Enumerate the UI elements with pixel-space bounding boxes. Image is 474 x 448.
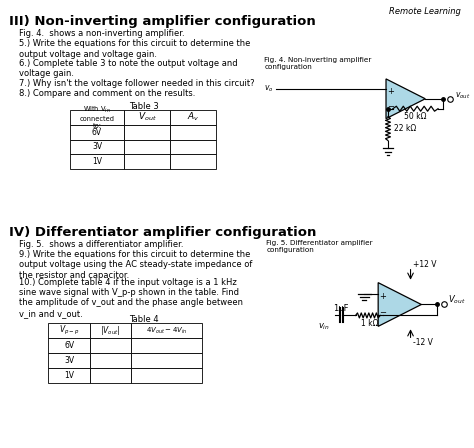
Polygon shape	[386, 79, 425, 119]
Text: 8.) Compare and comment on the results.: 8.) Compare and comment on the results.	[19, 89, 195, 98]
Text: −: −	[387, 102, 394, 111]
Polygon shape	[378, 283, 421, 326]
Text: $V_{p-p}$: $V_{p-p}$	[59, 324, 79, 337]
Text: 6V: 6V	[92, 128, 102, 137]
Bar	[131, 353, 201, 368]
Bar	[90, 338, 131, 353]
Bar	[170, 155, 216, 169]
Bar	[170, 125, 216, 139]
Bar	[90, 353, 131, 368]
Text: 9.) Write the equations for this circuit to determine the
output voltage using t: 9.) Write the equations for this circuit…	[19, 250, 253, 280]
Text: 1 kΩ: 1 kΩ	[361, 319, 378, 328]
Text: 1V: 1V	[64, 371, 74, 380]
Text: -12 V: -12 V	[413, 338, 433, 347]
Bar	[70, 139, 124, 155]
Text: $V_{out}$: $V_{out}$	[448, 293, 465, 306]
Text: +: +	[380, 292, 386, 301]
Text: +: +	[387, 87, 394, 96]
Bar	[170, 110, 216, 125]
Text: $v_o$: $v_o$	[264, 84, 274, 94]
Bar	[131, 368, 201, 383]
Text: 3V: 3V	[92, 142, 102, 151]
Text: III) Non-inverting amplifier configuration: III) Non-inverting amplifier configurati…	[9, 15, 316, 28]
Text: Fig. 4.  shows a non-inverting amplifier.: Fig. 4. shows a non-inverting amplifier.	[19, 29, 185, 38]
Bar	[90, 323, 131, 338]
Text: Table 4: Table 4	[129, 315, 158, 324]
Text: $v_{in}$: $v_{in}$	[319, 321, 330, 332]
Text: Remote Learning: Remote Learning	[389, 7, 461, 16]
Bar	[48, 323, 90, 338]
Bar	[70, 125, 124, 139]
Bar	[70, 110, 124, 125]
Text: IV) Differentiator amplifier configuration: IV) Differentiator amplifier configurati…	[9, 226, 317, 239]
Text: Fig. 5.  shows a differentiator amplifier.: Fig. 5. shows a differentiator amplifier…	[19, 240, 183, 249]
Text: $|V_{out}|$: $|V_{out}|$	[100, 324, 120, 337]
Text: 22 kΩ: 22 kΩ	[394, 124, 416, 133]
Text: 1μF: 1μF	[333, 303, 349, 313]
Bar	[170, 139, 216, 155]
Text: 3V: 3V	[64, 356, 74, 365]
Text: Fig. 4. Non-inverting amplifier
configuration: Fig. 4. Non-inverting amplifier configur…	[264, 57, 372, 70]
Text: With V$_{in}$
connected
to:: With V$_{in}$ connected to:	[80, 105, 115, 129]
Text: +12 V: +12 V	[413, 260, 437, 269]
Bar	[124, 139, 170, 155]
Text: 10.) Complete table 4 if the input voltage is a 1 kHz
sine wave signal with V_p-: 10.) Complete table 4 if the input volta…	[19, 278, 243, 318]
Text: $V_{out}$: $V_{out}$	[138, 111, 156, 123]
Bar	[90, 368, 131, 383]
Text: $A_v$: $A_v$	[187, 111, 200, 123]
Text: $v_{out}$: $v_{out}$	[455, 90, 470, 101]
Bar	[48, 368, 90, 383]
Bar	[70, 155, 124, 169]
Bar	[124, 155, 170, 169]
Bar	[131, 338, 201, 353]
Bar	[48, 338, 90, 353]
Text: 5.) Write the equations for this circuit to determine the
output voltage and vol: 5.) Write the equations for this circuit…	[19, 39, 250, 59]
Bar	[124, 110, 170, 125]
Text: Table 3: Table 3	[129, 102, 158, 111]
Text: −: −	[380, 308, 387, 317]
Text: 7.) Why isn't the voltage follower needed in this circuit?: 7.) Why isn't the voltage follower neede…	[19, 79, 255, 88]
Text: 6.) Complete table 3 to note the output voltage and
voltage gain.: 6.) Complete table 3 to note the output …	[19, 59, 237, 78]
Text: $4V_{out}-4V_{in}$: $4V_{out}-4V_{in}$	[146, 326, 187, 336]
Bar	[131, 323, 201, 338]
Bar	[48, 353, 90, 368]
Text: 1V: 1V	[92, 157, 102, 166]
Text: 50 kΩ: 50 kΩ	[404, 112, 427, 121]
Text: 6V: 6V	[64, 341, 74, 350]
Text: Fig. 5. Differentiator amplifier
configuration: Fig. 5. Differentiator amplifier configu…	[266, 240, 373, 253]
Bar	[124, 125, 170, 139]
